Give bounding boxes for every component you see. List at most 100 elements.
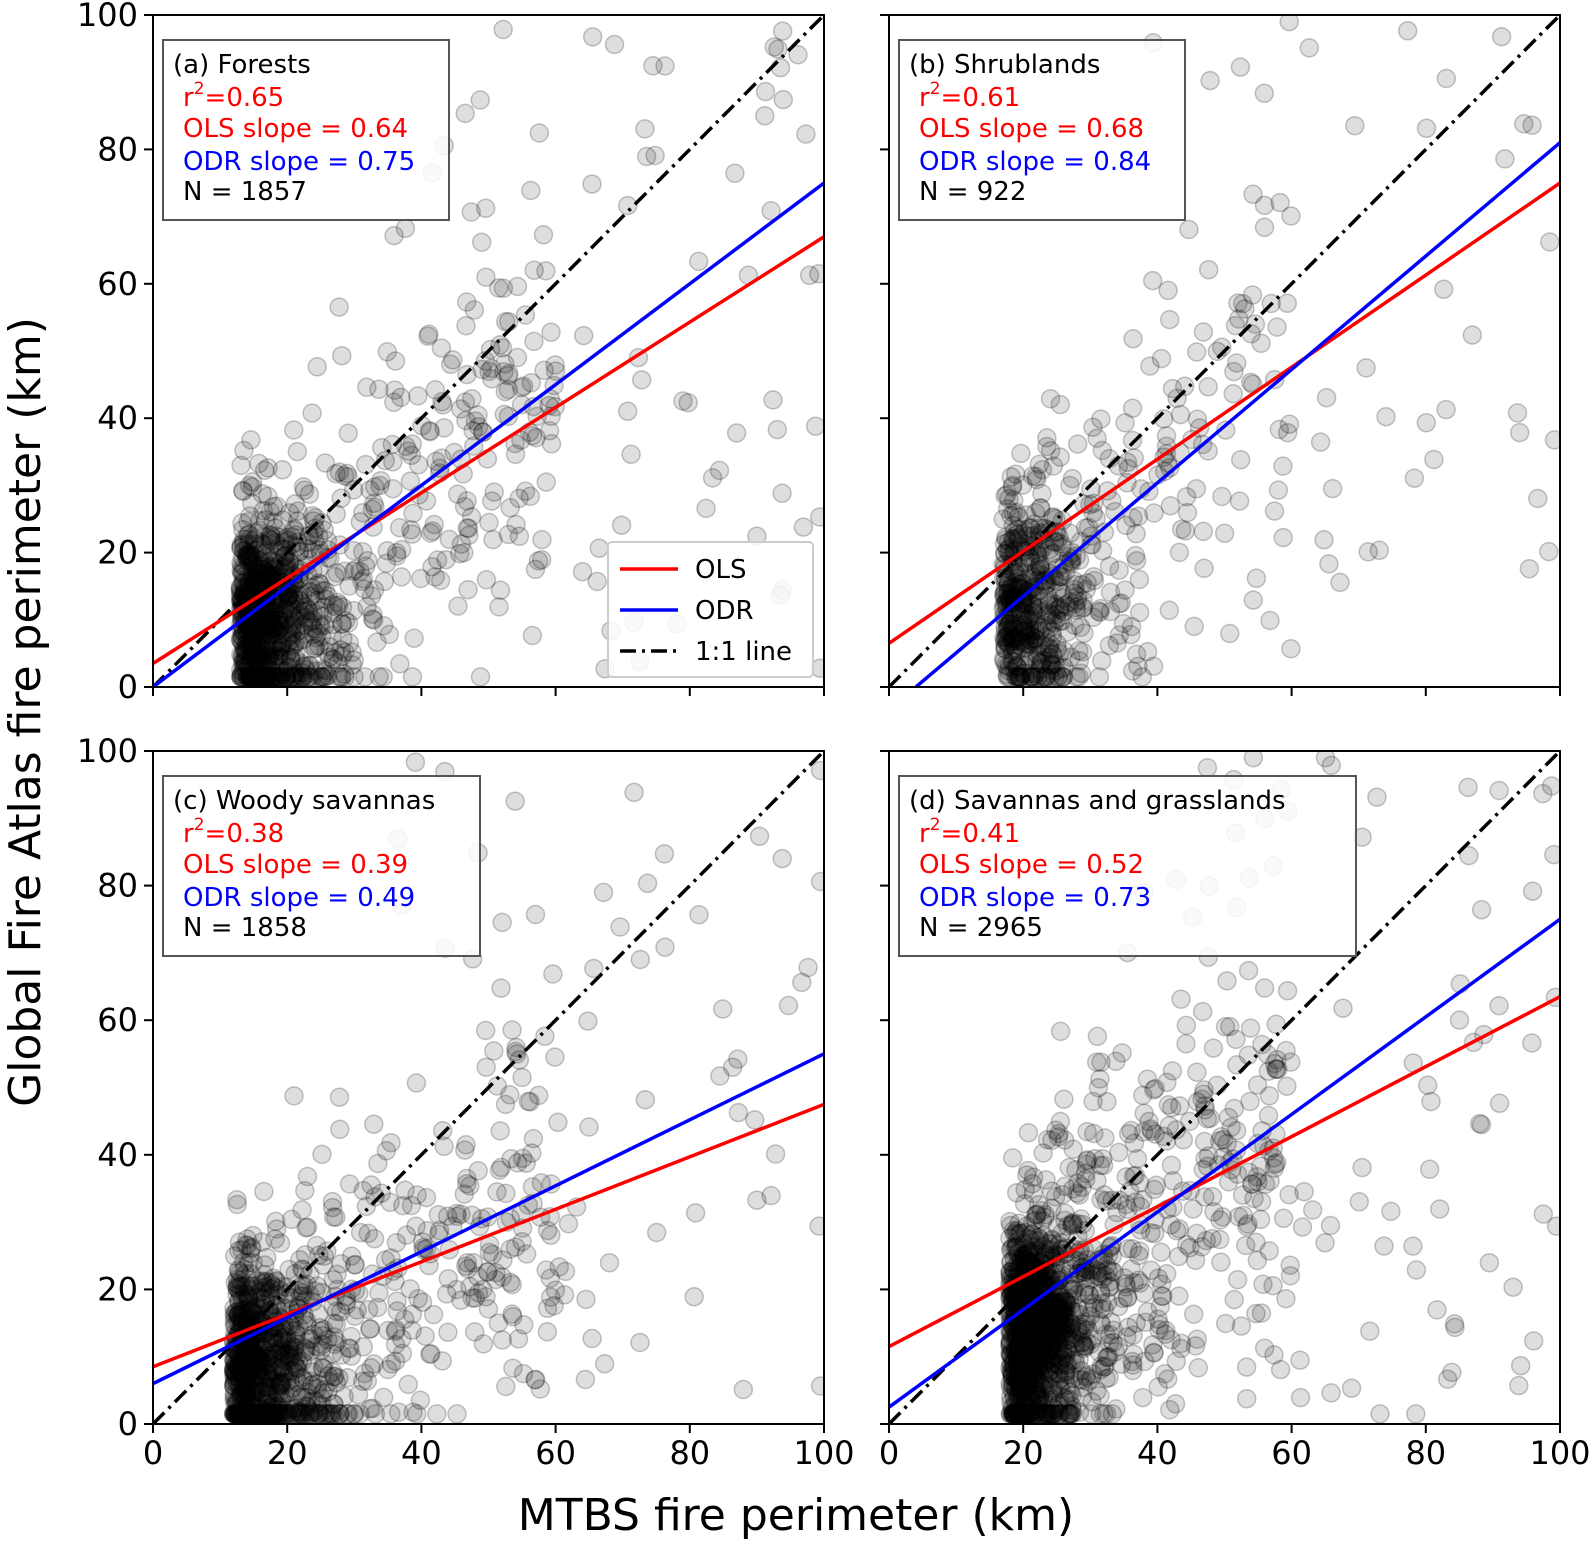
- scatter-point: [268, 667, 289, 687]
- scatter-point: [300, 656, 320, 676]
- scatter-point: [1047, 639, 1068, 660]
- scatter-point: [387, 546, 407, 566]
- scatter-point: [340, 1338, 360, 1359]
- scatter-point: [331, 667, 351, 687]
- scatter-point: [1023, 631, 1043, 652]
- scatter-point: [1005, 614, 1026, 634]
- scatter-point: [1546, 1216, 1560, 1236]
- scatter-point: [288, 631, 308, 652]
- scatter-point: [334, 466, 355, 486]
- fit-lines: [889, 15, 1560, 687]
- scatter-point: [1158, 280, 1178, 301]
- scatter-point: [304, 1357, 324, 1377]
- scatter-point: [1008, 667, 1028, 687]
- scatter-point: [405, 752, 426, 772]
- y-tick-label: 80: [97, 867, 138, 905]
- scatter-point: [231, 1352, 251, 1373]
- scatter-point: [572, 561, 593, 582]
- y-tick-label: 20: [97, 1270, 138, 1308]
- scatter-point: [1036, 1331, 1057, 1351]
- scatter-point: [492, 1267, 512, 1287]
- scatter-point: [1070, 1305, 1090, 1325]
- scatter-point: [266, 1219, 287, 1239]
- scatter-point: [247, 569, 267, 589]
- scatter-point: [464, 1322, 485, 1342]
- scatter-point: [258, 566, 278, 586]
- scatter-point: [239, 636, 259, 656]
- scatter-point: [276, 1372, 297, 1393]
- scatter-point: [239, 551, 259, 571]
- scatter-point: [302, 610, 323, 630]
- scatter-point: [451, 1204, 471, 1224]
- scatter-point: [296, 597, 316, 617]
- scatter-point: [415, 1326, 435, 1346]
- scatter-point: [233, 644, 253, 665]
- scatter-point: [1042, 655, 1063, 675]
- scatter-point: [233, 481, 253, 502]
- scatter-point: [1177, 502, 1198, 523]
- scatter-point: [284, 1086, 304, 1106]
- scatter-point: [250, 667, 271, 687]
- scatter-point: [532, 529, 552, 550]
- scatter-point: [1220, 623, 1240, 644]
- scatter-point: [248, 639, 268, 659]
- scatter-point: [243, 626, 264, 647]
- n-label: N = 922: [919, 177, 1026, 207]
- scatter-point: [712, 999, 733, 1019]
- scatter-point: [224, 1298, 244, 1319]
- scatter-point: [333, 628, 353, 649]
- scatter-point: [261, 599, 282, 619]
- scatter-point: [1141, 1223, 1161, 1243]
- scatter-point: [362, 499, 383, 520]
- scatter-point: [1279, 414, 1300, 434]
- scatter-point: [244, 1276, 264, 1296]
- scatter-point: [998, 660, 1019, 681]
- scatter-point: [1006, 667, 1026, 687]
- scatter-point: [765, 1144, 786, 1164]
- scatter-point: [1058, 597, 1078, 617]
- scatter-point: [251, 1344, 271, 1365]
- scatter-point: [1053, 588, 1073, 608]
- scatter-point: [537, 1220, 558, 1241]
- scatter-point: [279, 579, 300, 599]
- scatter-point: [256, 612, 276, 632]
- scatter-point: [367, 632, 387, 652]
- scatter-point: [279, 592, 299, 612]
- scatter-point: [998, 614, 1019, 634]
- scatter-point: [455, 392, 476, 412]
- scatter-point: [1043, 543, 1064, 563]
- scatter-point: [312, 667, 333, 687]
- scatter-point: [1269, 419, 1290, 440]
- scatter-point: [312, 581, 333, 601]
- scatter-point: [1182, 429, 1202, 450]
- scatter-point: [1273, 527, 1293, 548]
- scatter-point: [1157, 1072, 1177, 1093]
- scatter-point: [1186, 342, 1207, 362]
- scatter-point: [252, 667, 273, 687]
- scatter-point: [1117, 452, 1138, 473]
- scatter-point: [459, 525, 479, 546]
- scatter-point: [267, 1376, 288, 1397]
- scatter-point: [1016, 627, 1036, 647]
- scatter-point: [1107, 633, 1128, 653]
- scatter-point: [1140, 356, 1160, 376]
- scatter-point: [237, 633, 257, 654]
- scatter-point: [398, 1374, 419, 1395]
- scatter-point: [282, 623, 302, 643]
- scatter-point: [995, 638, 1015, 659]
- scatter-point: [457, 1168, 477, 1189]
- scatter-point: [276, 1331, 297, 1352]
- scatter-point: [1015, 621, 1036, 641]
- scatter-point: [1254, 217, 1275, 238]
- scatter-point: [1035, 667, 1055, 687]
- scatter-point: [476, 267, 496, 287]
- scatter-point: [238, 544, 259, 565]
- scatter-point: [465, 1288, 485, 1308]
- scatter-point: [996, 527, 1016, 548]
- scatter-point: [308, 667, 329, 687]
- scatter-point: [260, 667, 281, 687]
- scatter-point: [257, 657, 277, 678]
- scatter-point: [1010, 626, 1031, 646]
- y-tick-label: 100: [77, 0, 138, 34]
- scatter-point: [654, 844, 675, 864]
